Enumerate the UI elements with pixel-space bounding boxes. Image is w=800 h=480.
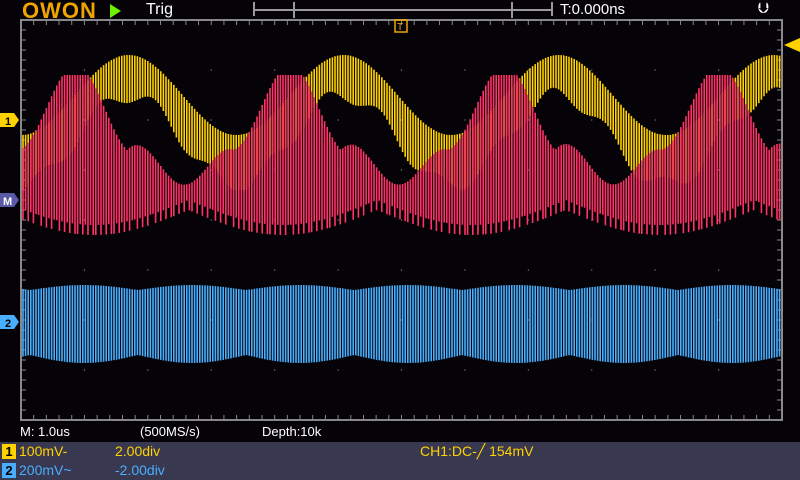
ch2-offset[interactable]: -2.00div — [115, 462, 165, 478]
math-trace — [22, 75, 781, 235]
ch2-marker[interactable]: 2 — [0, 315, 19, 330]
usb-icon: ⮋ — [758, 0, 770, 17]
svg-text:2: 2 — [5, 318, 11, 330]
svg-text:1: 1 — [5, 116, 11, 128]
ch1-info[interactable]: 1 100mV- 2.00div CH1:DC-╱ 154mV — [0, 443, 800, 461]
trigger-position-marker[interactable]: T — [394, 19, 408, 33]
ch1-offset[interactable]: 2.00div — [115, 443, 161, 459]
math-marker[interactable]: M — [0, 193, 19, 208]
svg-text:M: M — [3, 196, 12, 208]
timebase[interactable]: M: 1.0us — [20, 424, 70, 439]
grid — [20, 19, 783, 421]
svg-text:T: T — [397, 22, 403, 33]
ch1-badge: 1 — [2, 444, 16, 459]
ch2-info[interactable]: 2 200mV~ -2.00div — [0, 462, 800, 480]
sample-rate: (500MS/s) — [140, 424, 200, 439]
owon-logo: OWON — [22, 0, 97, 23]
acquisition-status: M: 1.0us (500MS/s) Depth:10k — [0, 424, 800, 442]
ch2-badge: 2 — [2, 463, 16, 478]
trigger-time: T:0.000ns — [560, 1, 626, 18]
ch2-trace — [22, 285, 781, 363]
ch1-marker[interactable]: 1 — [0, 113, 19, 128]
trigger-level-marker[interactable] — [784, 38, 800, 52]
waveforms — [22, 55, 781, 363]
memory-depth[interactable]: Depth:10k — [262, 424, 322, 439]
memory-position-bar[interactable] — [253, 2, 553, 18]
waveform-display[interactable]: 1 M 2 T — [0, 0, 800, 424]
trigger-status: Trig — [146, 1, 173, 18]
trigger-info[interactable]: CH1:DC-╱ 154mV — [420, 443, 534, 459]
ch2-scale[interactable]: 200mV~ — [19, 462, 72, 478]
ch1-scale[interactable]: 100mV- — [19, 443, 68, 459]
play-icon[interactable] — [110, 4, 121, 18]
channel-panel: 1 100mV- 2.00div CH1:DC-╱ 154mV 2 200mV~… — [0, 442, 800, 480]
